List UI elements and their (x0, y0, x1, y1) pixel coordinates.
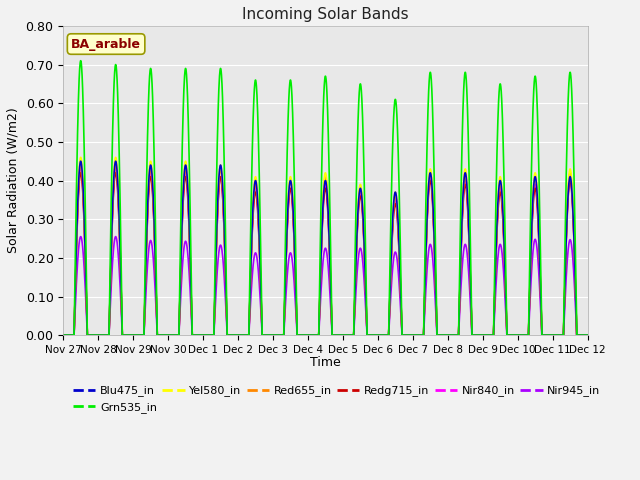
Nir840_in (77, 166, 84, 172)
Yel580_in (584, 332, 591, 338)
Red655_in (60, 332, 67, 338)
Grn535_in (573, 332, 581, 338)
Redg715_in (119, 332, 127, 338)
Blu475_in (60, 332, 67, 338)
Red655_in (150, 226, 158, 231)
Nir840_in (60, 332, 67, 338)
Yel580_in (60, 332, 67, 338)
Line: Nir945_in: Nir945_in (63, 237, 588, 335)
Nir840_in (150, 228, 158, 234)
Nir840_in (260, 332, 268, 338)
Line: Redg715_in: Redg715_in (63, 173, 588, 335)
Blu475_in (150, 223, 158, 229)
Yel580_in (573, 332, 581, 338)
Yel580_in (517, 332, 525, 338)
Nir840_in (573, 332, 581, 338)
Red655_in (260, 332, 268, 338)
Grn535_in (150, 161, 158, 167)
Nir945_in (584, 332, 591, 338)
Legend: Blu475_in, Grn535_in, Yel580_in, Red655_in, Redg715_in, Nir840_in, Nir945_in: Blu475_in, Grn535_in, Yel580_in, Red655_… (68, 381, 605, 417)
Nir945_in (573, 332, 581, 338)
Redg715_in (150, 231, 158, 237)
Grn535_in (119, 332, 127, 338)
Grn535_in (517, 332, 525, 338)
Red655_in (517, 332, 525, 338)
Redg715_in (517, 332, 525, 338)
X-axis label: Time: Time (310, 356, 340, 369)
Y-axis label: Solar Radiation (W/m2): Solar Radiation (W/m2) (7, 108, 20, 253)
Yel580_in (119, 332, 127, 338)
Yel580_in (260, 332, 268, 338)
Red655_in (284, 221, 291, 227)
Red655_in (119, 332, 127, 338)
Blu475_in (77, 158, 84, 164)
Blu475_in (573, 332, 581, 338)
Red655_in (573, 332, 581, 338)
Nir945_in (77, 234, 84, 240)
Redg715_in (584, 332, 591, 338)
Blu475_in (584, 332, 591, 338)
Nir840_in (517, 332, 525, 338)
Blu475_in (517, 332, 525, 338)
Grn535_in (260, 332, 268, 338)
Blu475_in (119, 332, 127, 338)
Grn535_in (60, 332, 67, 338)
Nir945_in (260, 332, 268, 338)
Grn535_in (584, 332, 591, 338)
Line: Blu475_in: Blu475_in (63, 161, 588, 335)
Yel580_in (77, 155, 84, 160)
Grn535_in (77, 58, 84, 63)
Nir945_in (119, 332, 127, 338)
Red655_in (77, 162, 84, 168)
Redg715_in (573, 332, 581, 338)
Line: Yel580_in: Yel580_in (63, 157, 588, 335)
Nir945_in (150, 272, 158, 277)
Redg715_in (284, 227, 291, 232)
Nir945_in (517, 332, 525, 338)
Nir840_in (284, 227, 291, 232)
Redg715_in (60, 332, 67, 338)
Line: Grn535_in: Grn535_in (63, 60, 588, 335)
Red655_in (584, 332, 591, 338)
Nir840_in (584, 332, 591, 338)
Title: Incoming Solar Bands: Incoming Solar Bands (242, 7, 409, 22)
Grn535_in (284, 149, 291, 155)
Line: Red655_in: Red655_in (63, 165, 588, 335)
Line: Nir840_in: Nir840_in (63, 169, 588, 335)
Blu475_in (260, 332, 268, 338)
Yel580_in (284, 218, 291, 224)
Text: BA_arable: BA_arable (71, 37, 141, 50)
Nir840_in (119, 332, 127, 338)
Nir945_in (284, 273, 291, 279)
Yel580_in (150, 221, 158, 227)
Redg715_in (260, 332, 268, 338)
Blu475_in (284, 221, 291, 227)
Redg715_in (77, 170, 84, 176)
Nir945_in (60, 332, 67, 338)
